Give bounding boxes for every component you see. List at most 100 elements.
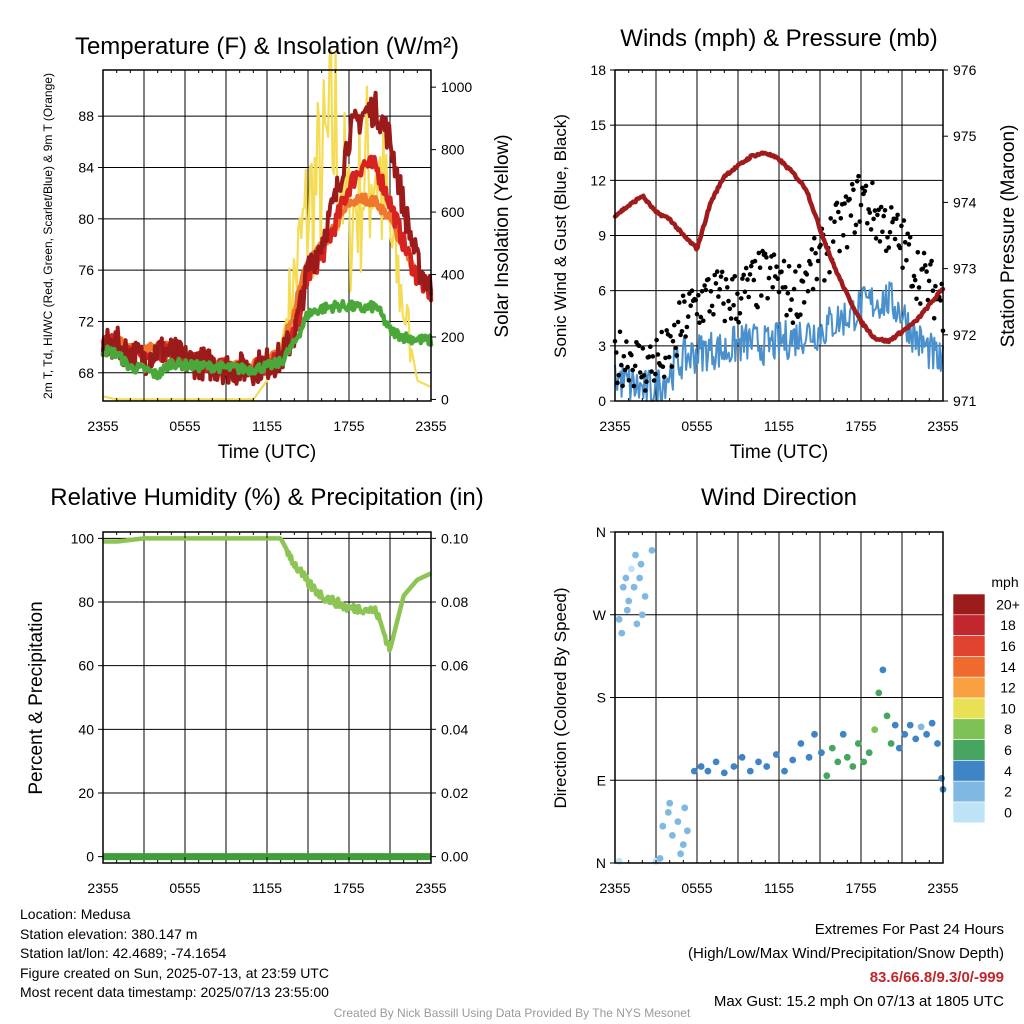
x-tick-label: 2355	[599, 418, 630, 434]
direction-point	[638, 611, 646, 619]
y-right-tick-label: 0.06	[441, 658, 468, 674]
y-tick-label: 3	[598, 338, 606, 354]
gust-point	[805, 288, 811, 294]
gust-point	[617, 329, 623, 335]
legend-swatch	[952, 656, 986, 678]
legend-swatch	[952, 718, 986, 740]
y-right-tick-label: 0.10	[441, 530, 468, 546]
gust-point	[679, 329, 685, 334]
chart-title: Winds (mph) & Pressure (mb)	[620, 25, 937, 52]
y-right-tick-label: 975	[953, 128, 977, 144]
direction-point	[632, 551, 639, 559]
gust-point	[776, 289, 782, 295]
direction-point	[928, 719, 936, 727]
x-tick-label: 1155	[764, 418, 794, 434]
gust-point	[655, 352, 661, 357]
gust-point	[646, 354, 652, 360]
gust-point	[764, 255, 769, 260]
max-gust-text: Max Gust: 15.2 mph On 07/13 at 1805 UTC	[713, 993, 1004, 1010]
direction-point	[772, 751, 780, 758]
gust-point	[789, 297, 794, 302]
chart-title: Wind Direction	[701, 484, 857, 511]
gust-point	[923, 263, 928, 268]
gust-point	[925, 297, 931, 303]
gust-point	[684, 324, 690, 330]
gust-point	[675, 319, 681, 325]
gust-point	[743, 265, 749, 271]
gust-point	[725, 285, 730, 290]
gust-point	[887, 229, 893, 235]
direction-point	[891, 721, 899, 729]
gust-point	[910, 283, 915, 289]
gust-point	[783, 285, 788, 290]
gust-point	[736, 319, 741, 325]
gust-point	[726, 298, 731, 304]
legend-swatch	[952, 780, 986, 803]
gust-point	[713, 281, 719, 286]
x-tick-label: 1755	[333, 418, 364, 434]
gust-point	[818, 242, 823, 248]
gust-point	[733, 316, 739, 322]
gust-point	[651, 378, 657, 383]
gust-point	[714, 269, 720, 274]
gust-point	[915, 250, 921, 255]
gust-point	[693, 297, 698, 303]
gust-point	[781, 258, 787, 264]
y-right-tick-label: 974	[953, 194, 977, 210]
gust-point	[718, 274, 724, 279]
x-tick-label: 1155	[764, 880, 794, 896]
gust-point	[765, 296, 770, 301]
gust-point	[677, 300, 682, 305]
gust-point	[673, 345, 678, 351]
gust-point	[871, 216, 876, 222]
gust-point	[728, 316, 734, 321]
gust-point	[721, 301, 726, 306]
direction-point	[746, 767, 754, 775]
gust-point	[784, 312, 789, 318]
gust-point	[877, 239, 883, 244]
gust-point	[775, 276, 780, 282]
gust-point	[748, 263, 754, 269]
gust-point	[916, 285, 922, 290]
direction-point	[637, 560, 645, 568]
y-tick-label: 18	[590, 62, 606, 78]
gust-point	[880, 229, 885, 235]
gust-point	[751, 277, 757, 283]
gust-point	[723, 277, 729, 282]
gust-point	[926, 278, 932, 284]
direction-point	[630, 583, 638, 591]
gust-point	[683, 334, 688, 339]
gust-point	[702, 283, 707, 288]
station-info: Location: Medusa Station elevation: 380.…	[20, 905, 329, 1003]
x-tick-label: 1755	[845, 418, 876, 434]
y-tick-label: 84	[78, 160, 94, 176]
gust-point	[767, 265, 773, 271]
y-tick-label: 6	[598, 283, 606, 299]
gust-point	[746, 294, 751, 300]
gust-point	[717, 286, 722, 292]
gust-point	[901, 218, 907, 223]
gust-point	[698, 314, 704, 320]
direction-point	[618, 629, 626, 637]
y-axis-label: 2m T, Td, HI/WC (Red, Green, Scarlet/Blu…	[41, 73, 55, 399]
gust-point	[668, 334, 673, 339]
y-right-tick-label: 971	[953, 393, 977, 409]
gust-point	[669, 364, 675, 369]
x-tick-label: 2355	[599, 880, 630, 896]
gust-point	[841, 233, 846, 238]
direction-point	[615, 615, 623, 623]
x-tick-label: 1155	[252, 418, 282, 434]
series-line-hi-wc	[101, 90, 433, 387]
gust-point	[632, 363, 638, 369]
direction-point	[666, 799, 674, 807]
chart-title: Relative Humidity (%) & Precipitation (i…	[50, 484, 483, 511]
gust-point	[722, 318, 728, 324]
y-right-axis-label: Station Pressure (Maroon)	[998, 125, 1019, 348]
gust-point	[815, 258, 821, 264]
y-tick-label: 100	[71, 530, 95, 546]
extremes-info: Extremes For Past 24 Hours (High/Low/Max…	[688, 918, 1004, 1014]
gust-point	[727, 306, 733, 312]
gust-point	[930, 288, 936, 294]
gust-point	[849, 181, 855, 187]
